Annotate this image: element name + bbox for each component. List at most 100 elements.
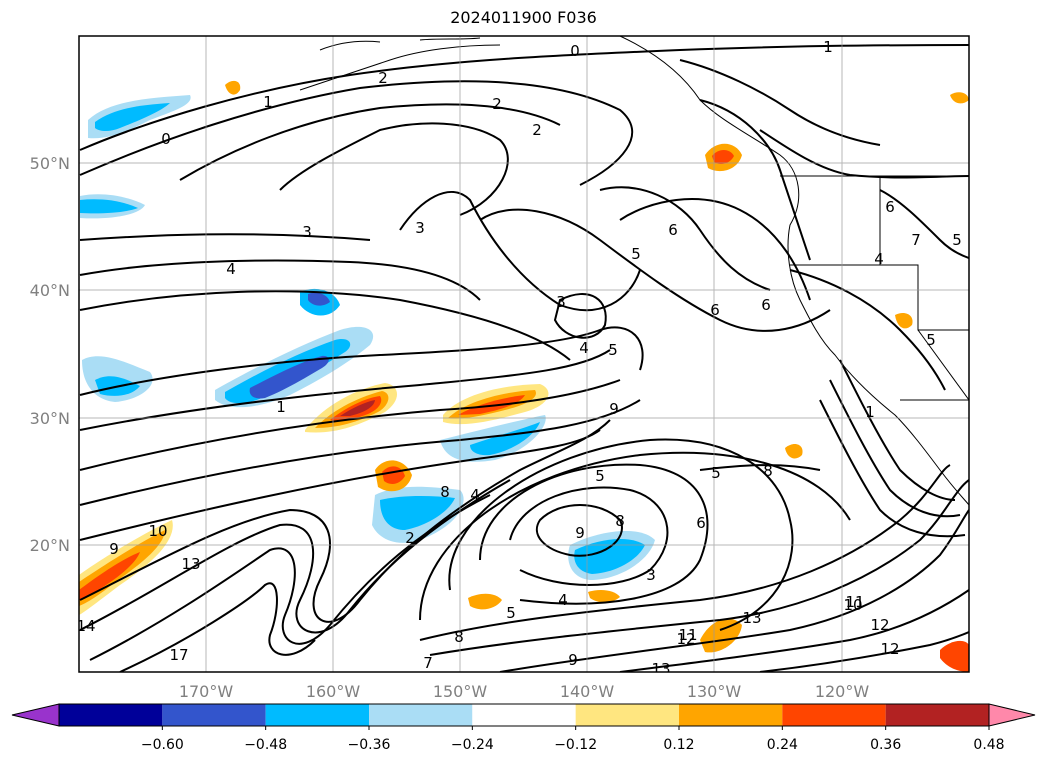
orange-patch-se-core — [940, 640, 969, 672]
colorbar-bin — [472, 704, 576, 726]
contour-label: 2 — [405, 529, 415, 547]
orange-patch-dots-4 — [225, 80, 241, 95]
contour-label: 5 — [952, 231, 962, 249]
blue-patch-tropics-left-core — [380, 495, 455, 530]
colorbar-extend-low — [11, 703, 60, 727]
contour-label: 6 — [668, 221, 678, 239]
border-state-1 — [879, 176, 969, 331]
colorbar-bin — [162, 704, 266, 726]
contour-label: 0 — [161, 130, 171, 148]
contour-line — [429, 479, 969, 656]
orange-patch-coast-core — [712, 150, 734, 164]
contour-line — [699, 464, 821, 471]
contour-label: 6 — [761, 296, 771, 314]
colorbar-tick-label: −0.48 — [244, 737, 287, 753]
contour-label: 6 — [885, 198, 895, 216]
orange-patch-se — [700, 618, 742, 653]
contour-line — [619, 198, 811, 301]
figure-title: 2024011900 F036 — [450, 8, 597, 27]
colorbar-tick-label: 0.48 — [973, 737, 1004, 753]
contour-line — [619, 589, 969, 672]
contour-label: 6 — [710, 301, 720, 319]
contour-label: 3 — [556, 293, 566, 311]
lon-tick-label: 120°W — [815, 682, 870, 701]
contour-line — [79, 419, 611, 623]
contour-line — [759, 631, 969, 672]
colorbar-bin — [782, 704, 886, 726]
contour-label: 1 — [823, 38, 833, 56]
contour-line — [79, 259, 481, 301]
colorbar-tick-label: 0.36 — [870, 737, 901, 753]
contour-line — [699, 99, 811, 261]
coastline-alaska-islands — [299, 37, 501, 91]
blue-patch-tropics-right-core — [574, 538, 645, 574]
contour-line — [419, 451, 851, 621]
contour-label: 8 — [615, 512, 625, 530]
contour-label: 6 — [696, 514, 706, 532]
contour-label: 9 — [568, 651, 578, 669]
blue-patch-streak-core — [470, 422, 540, 456]
graticule — [79, 36, 969, 672]
contour-line — [819, 399, 966, 538]
contour-label: 5 — [506, 604, 516, 622]
contour-label: 12 — [870, 616, 889, 634]
contour-line — [79, 429, 601, 541]
colorbar-tick-label: −0.36 — [348, 737, 391, 753]
contour-label: 10 — [148, 522, 167, 540]
contour-label: 14 — [76, 617, 95, 635]
contour-label: 0 — [570, 42, 580, 60]
blue-patch-312-core — [308, 292, 330, 306]
contour-label: 2 — [492, 95, 502, 113]
contour-line — [399, 190, 641, 311]
contour-line — [448, 438, 794, 631]
colorbar-bin — [885, 704, 989, 726]
contour-line — [179, 103, 561, 181]
map-frame — [78, 35, 970, 673]
contour-label: 4 — [470, 486, 480, 504]
lat-tick-label: 40°N — [30, 281, 70, 300]
contour-label: 1 — [276, 398, 286, 416]
contour-label: 4 — [558, 591, 568, 609]
contour-line — [279, 122, 509, 216]
contour-line — [79, 479, 511, 634]
contour-line — [79, 326, 644, 396]
contour-line — [419, 464, 951, 641]
orange-patch-dots-5 — [588, 589, 620, 603]
contour-label: 12 — [880, 640, 899, 658]
contour-label: 3 — [646, 566, 656, 584]
lon-tick-label: 160°W — [306, 682, 361, 701]
border-state-3 — [917, 329, 969, 401]
contour-line — [79, 349, 611, 431]
coastline-north-america — [619, 36, 969, 506]
contour-line — [79, 44, 969, 151]
contour-label: 8 — [763, 462, 773, 480]
contour-label: 5 — [595, 467, 605, 485]
contour-line — [679, 59, 881, 146]
contour-label: 7 — [911, 231, 921, 249]
contour-line — [479, 463, 709, 605]
contour-line — [599, 186, 771, 291]
blue-patch-nw-core — [95, 103, 170, 131]
contour-label: 5 — [608, 341, 618, 359]
coastlines — [299, 36, 969, 506]
contour-line — [79, 379, 621, 471]
lon-tick-label: 150°W — [433, 682, 488, 701]
colorbar-bin — [59, 704, 163, 726]
contour-line — [829, 379, 961, 518]
colorbar — [11, 703, 1036, 727]
colorbar-extend-high — [988, 703, 1036, 727]
colorbar-bin — [265, 704, 369, 726]
contour-label: 4 — [579, 339, 589, 357]
contour-line — [509, 486, 669, 586]
map-background — [79, 36, 969, 672]
lat-tick-label: 50°N — [30, 154, 70, 173]
orange-patch-dots-1 — [468, 593, 502, 610]
contour-label: 13 — [181, 555, 200, 573]
colorbar-bin — [575, 704, 679, 726]
contour-label: 5 — [631, 245, 641, 263]
orange-patch-dots-3 — [895, 313, 913, 329]
orange-patch-dots-2 — [785, 444, 803, 459]
